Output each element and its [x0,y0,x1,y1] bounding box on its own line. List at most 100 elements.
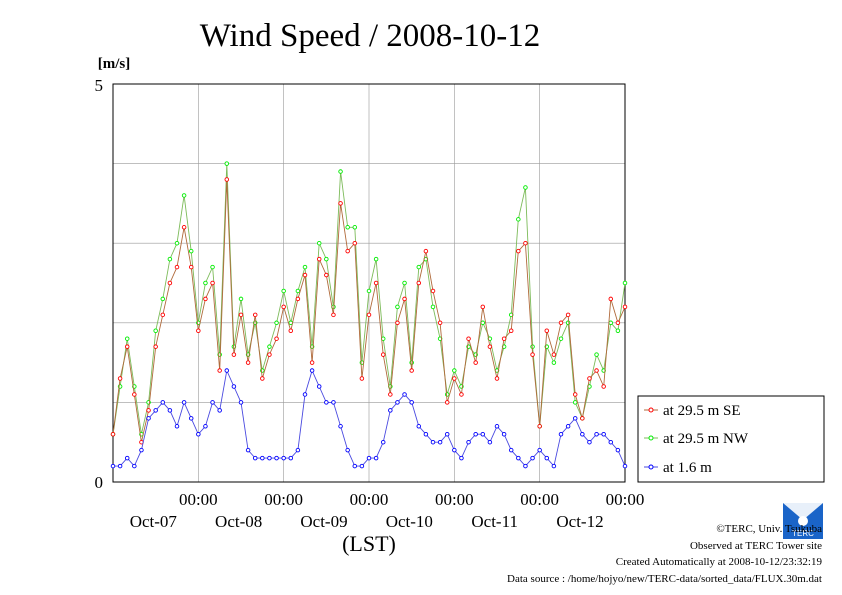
data-point [331,400,336,405]
data-point [373,256,379,262]
data-point [267,344,272,349]
data-point [402,392,407,397]
data-point [409,400,414,405]
data-point [295,296,301,302]
x-tick-time-label: 00:00 [350,490,389,509]
data-point [324,272,329,278]
data-point [565,312,571,318]
data-point [423,248,429,254]
data-point [537,447,542,453]
data-point [402,280,407,286]
legend-label: at 29.5 m NW [663,431,749,447]
data-point [224,177,230,182]
data-point [352,463,358,469]
data-point [345,248,350,254]
data-point [430,288,436,294]
data-point [203,296,208,302]
data-point [508,447,514,453]
data-point [423,431,429,437]
data-point [416,264,422,270]
data-point [402,296,407,302]
data-point [288,328,294,334]
data-point [245,360,251,365]
data-point [608,320,614,326]
data-point [181,225,187,230]
data-point [167,256,173,262]
data-point [480,320,486,326]
data-point [352,225,358,230]
data-point [622,304,628,310]
credit-site: Observed at TERC Tower site [690,540,822,552]
data-point [395,304,400,310]
data-point [359,463,365,469]
series-3 [110,368,628,469]
data-point [196,328,201,334]
series-layer [110,161,628,469]
data-point [537,424,542,429]
data-point [416,280,422,286]
data-point [480,304,486,310]
data-point [501,431,507,437]
data-point [132,392,137,397]
data-point [181,193,187,198]
data-point [380,352,386,357]
data-point [267,352,272,357]
data-point [124,344,130,349]
legend-swatch-marker [648,407,654,413]
data-point [295,447,301,453]
data-point [523,463,528,469]
data-point [338,201,343,206]
terc-logo-icon: TERC [783,503,823,539]
data-point [295,288,301,294]
data-point [217,368,222,373]
data-point [224,368,230,373]
data-point [302,264,308,270]
data-point [366,455,372,461]
data-point [615,320,621,326]
legend-label: at 29.5 m SE [663,403,741,419]
legend-label: at 1.6 m [663,460,712,476]
data-point [395,400,400,405]
data-point [544,328,550,334]
data-point [345,447,350,453]
data-point [252,455,258,461]
data-point [395,320,400,326]
data-point [437,439,443,445]
data-point [601,431,606,437]
y-axis-unit: [m/s] [98,56,131,72]
data-point [338,424,343,429]
data-point [288,455,294,461]
data-point [238,400,244,405]
data-point [153,408,158,413]
data-point [196,431,201,437]
data-point [487,344,493,349]
data-point [231,352,237,357]
data-point [572,416,578,421]
data-point [523,240,528,246]
data-point [260,376,265,381]
x-tick-date-label: Oct-11 [471,512,518,531]
data-point [174,264,180,270]
data-point [309,368,315,373]
data-point [181,400,187,405]
x-tick-time-label: 00:00 [606,490,645,509]
x-tick-date-label: Oct-07 [130,512,178,531]
data-point [516,217,521,222]
data-point [238,312,244,318]
data-point [267,455,272,461]
data-point [594,368,599,373]
data-point [558,431,564,437]
data-point [551,360,557,365]
data-point [480,431,486,437]
data-point [473,431,478,437]
data-point [352,240,358,246]
data-point [274,336,279,341]
data-point [622,280,628,286]
data-point [146,416,151,421]
x-axis-label: (LST) [342,531,396,556]
data-point [501,336,507,341]
data-point [160,312,166,318]
grid-lines [113,84,626,482]
data-point [580,431,585,437]
